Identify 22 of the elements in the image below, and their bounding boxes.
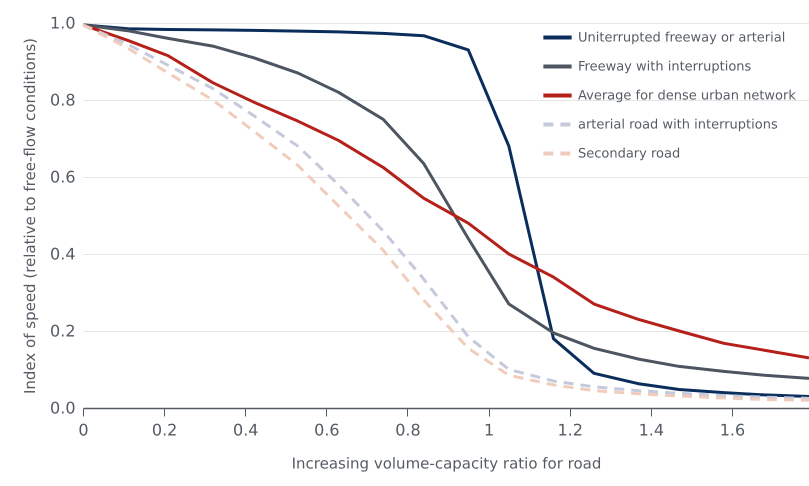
legend-label: arterial road with interruptions — [578, 118, 778, 132]
legend-label: Freeway with interruptions — [578, 60, 752, 74]
y-tick-label: 0.6 — [50, 168, 76, 186]
x-tick-label: 0.6 — [314, 420, 340, 440]
x-tick-label: 0.4 — [233, 420, 258, 440]
x-tick-label: 0 — [78, 420, 89, 440]
y-tick-label: 0.0 — [50, 398, 76, 418]
y-tick-label: 0.4 — [50, 244, 76, 264]
x-tick-label: 1.2 — [557, 420, 583, 440]
x-tick-label: 0.2 — [152, 420, 178, 440]
x-tick-label: 1 — [484, 420, 494, 440]
x-tick-label: 0.8 — [395, 420, 421, 440]
legend-label: Uniterrupted freeway or arterial — [578, 30, 786, 46]
y-tick-label: 0.2 — [50, 322, 76, 340]
y-tick-label: 1.0 — [50, 14, 76, 32]
legend-label: Average for dense urban network — [578, 88, 796, 104]
x-tick-label: 1.6 — [720, 420, 746, 440]
x-tick-label: 1.4 — [638, 420, 664, 440]
x-axis-title: Increasing volume-capacity ratio for road — [292, 454, 602, 472]
y-tick-label: 0.8 — [50, 90, 76, 110]
y-axis-title: Index of speed (relative to free-flow conditions) — [21, 38, 40, 394]
legend-label: Secondary road — [578, 146, 680, 162]
